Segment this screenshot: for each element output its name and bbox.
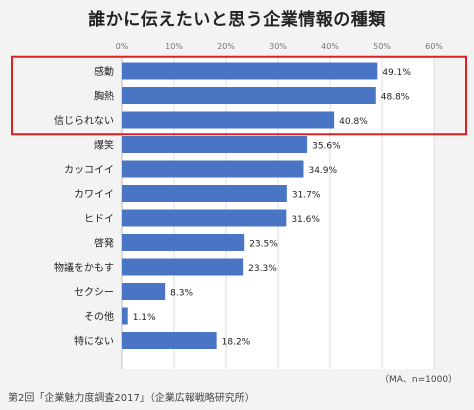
category-label: セクシー — [74, 287, 114, 299]
bar — [122, 234, 245, 251]
highlight-box — [11, 55, 467, 136]
x-tick-label: 20% — [217, 42, 235, 51]
chart-title: 誰かに伝えたいと思う企業情報の種類 — [88, 10, 386, 30]
x-tick-label: 40% — [321, 42, 339, 51]
bar — [122, 209, 287, 227]
x-tick-label: 60% — [425, 42, 443, 51]
sample-note: （MA、n=1000） — [380, 375, 458, 385]
category-label: 啓発 — [94, 237, 114, 250]
value-label: 40.8% — [339, 117, 368, 127]
value-label: 49.1% — [382, 68, 411, 78]
bar — [122, 62, 378, 80]
bar — [122, 332, 217, 349]
bar — [122, 258, 244, 276]
category-label: カワイイ — [74, 189, 114, 201]
value-label: 31.6% — [291, 215, 320, 225]
category-label: 爆笑 — [94, 139, 114, 152]
bar — [122, 283, 166, 300]
value-label: 18.2% — [222, 338, 251, 348]
value-label: 48.8% — [381, 93, 410, 103]
value-label: 8.3% — [170, 289, 193, 299]
value-label: 35.6% — [312, 142, 341, 152]
value-label: 23.3% — [248, 264, 277, 274]
x-tick-label: 30% — [269, 42, 287, 51]
value-label: 23.5% — [249, 240, 278, 250]
category-label: その他 — [84, 310, 114, 323]
bar — [122, 185, 287, 202]
source-footer: 第2回「企業魅力度調査2017」（企業広報戦略研究所） — [8, 393, 255, 404]
category-label: 信じられない — [54, 115, 114, 127]
x-tick-label: 50% — [373, 42, 391, 51]
x-tick-label: 0% — [116, 42, 129, 51]
category-label: 特にない — [74, 336, 114, 348]
value-label: 1.1% — [133, 313, 156, 323]
bar — [122, 136, 308, 153]
category-label: 胸熱 — [94, 90, 114, 103]
x-tick-label: 10% — [165, 42, 183, 51]
category-label: 物議をかもす — [54, 261, 114, 274]
bar — [122, 160, 304, 178]
value-label: 31.7% — [292, 191, 321, 201]
category-label: 感動 — [94, 65, 114, 78]
bar — [122, 87, 376, 104]
value-label: 34.9% — [308, 166, 337, 176]
category-label: カッコイイ — [64, 164, 114, 176]
category-label: ヒドイ — [84, 213, 114, 225]
bar — [122, 111, 335, 129]
bar — [122, 307, 128, 325]
